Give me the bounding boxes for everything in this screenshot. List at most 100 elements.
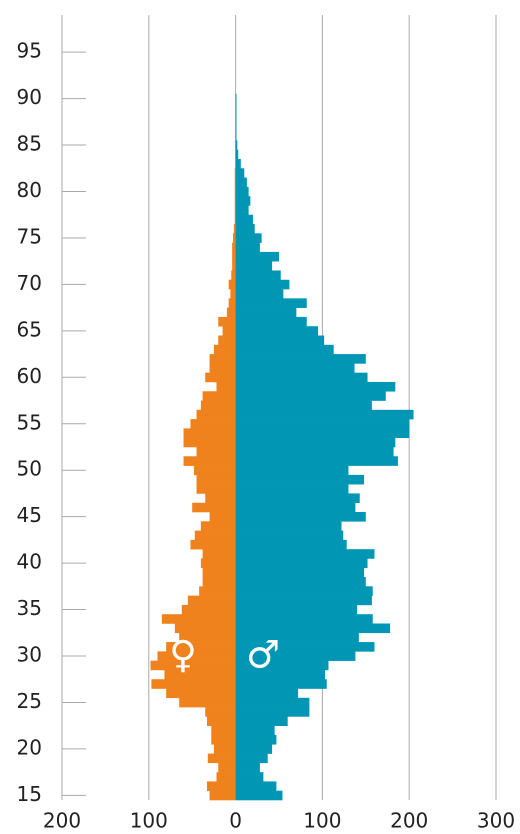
bar — [161, 614, 236, 624]
bar — [207, 753, 236, 764]
bar — [235, 474, 365, 485]
bar — [209, 512, 236, 522]
bar — [232, 242, 236, 253]
bar — [235, 335, 325, 346]
bar — [206, 781, 236, 792]
y-tick-label: 60 — [17, 364, 42, 388]
y-tick-label: 90 — [17, 85, 42, 109]
bar — [235, 697, 310, 708]
bar — [235, 242, 260, 253]
bar — [235, 446, 394, 457]
bar — [202, 549, 236, 559]
bar — [235, 214, 253, 225]
bar — [202, 391, 236, 401]
bar — [235, 93, 237, 104]
x-tick-label: 200 — [390, 809, 428, 833]
series-symbol: ♂ — [246, 633, 280, 677]
bar — [193, 465, 236, 476]
y-tick-label: 40 — [17, 550, 42, 574]
bar — [235, 372, 368, 383]
bar — [190, 539, 236, 550]
bar — [235, 391, 386, 401]
bar — [235, 549, 375, 559]
bar — [235, 744, 273, 754]
bar — [174, 623, 236, 634]
bar — [235, 270, 281, 281]
bar — [232, 233, 236, 243]
bar — [231, 270, 236, 281]
bar — [209, 354, 236, 364]
y-tick-label: 80 — [17, 178, 42, 202]
bar — [235, 762, 260, 773]
bar — [235, 344, 334, 355]
bar — [235, 261, 273, 271]
y-tick-label: 55 — [17, 410, 42, 434]
bar — [235, 363, 355, 373]
bar — [235, 354, 366, 364]
bar — [213, 344, 236, 355]
bar — [235, 707, 310, 717]
bar — [179, 697, 236, 708]
bar — [199, 586, 236, 596]
bar — [235, 233, 262, 243]
bar — [235, 669, 326, 680]
bar — [226, 307, 236, 318]
bar — [200, 558, 236, 569]
bar — [235, 716, 288, 726]
bar — [235, 456, 398, 466]
bar — [202, 577, 236, 587]
bar — [235, 688, 299, 699]
bar — [235, 781, 277, 792]
bar — [235, 224, 255, 234]
bar — [235, 177, 247, 188]
bar — [234, 214, 236, 225]
bar — [235, 595, 372, 606]
bar — [235, 316, 307, 327]
bar — [235, 558, 368, 569]
bar — [235, 140, 238, 151]
bar — [228, 279, 236, 290]
bar — [235, 149, 239, 160]
bar — [235, 521, 342, 531]
bar — [235, 168, 245, 178]
bar — [235, 502, 356, 513]
bar — [235, 725, 275, 736]
y-tick-label: 70 — [17, 271, 42, 295]
bar — [196, 409, 236, 420]
bar — [181, 604, 236, 615]
bar — [235, 679, 327, 689]
bar — [213, 744, 236, 754]
bar — [235, 790, 283, 801]
y-tick-label: 20 — [17, 735, 42, 759]
y-tick-label: 50 — [17, 457, 42, 481]
y-tick-label: 25 — [17, 689, 42, 713]
x-tick-label: 100 — [130, 809, 168, 833]
bar — [194, 530, 236, 541]
y-tick-label: 35 — [17, 596, 42, 620]
bar — [205, 493, 236, 504]
bar — [235, 419, 410, 429]
bar — [196, 484, 236, 494]
y-tick-label: 85 — [17, 132, 42, 156]
y-tick-label: 15 — [17, 782, 42, 806]
bar — [192, 502, 236, 513]
bar — [205, 372, 236, 383]
bar — [235, 131, 237, 141]
bar — [235, 493, 360, 504]
bar — [211, 725, 236, 736]
bar — [235, 158, 241, 169]
bar — [235, 186, 249, 197]
bar — [230, 289, 236, 299]
bar — [235, 577, 366, 587]
bar — [183, 437, 236, 448]
bar — [235, 651, 356, 661]
bar — [205, 707, 236, 717]
bar — [179, 632, 236, 643]
bar — [216, 772, 236, 782]
bar — [235, 753, 268, 764]
bar — [218, 316, 236, 327]
bar — [235, 381, 396, 392]
bar — [235, 623, 391, 634]
y-tick-label: 65 — [17, 317, 42, 341]
bar — [235, 512, 366, 522]
